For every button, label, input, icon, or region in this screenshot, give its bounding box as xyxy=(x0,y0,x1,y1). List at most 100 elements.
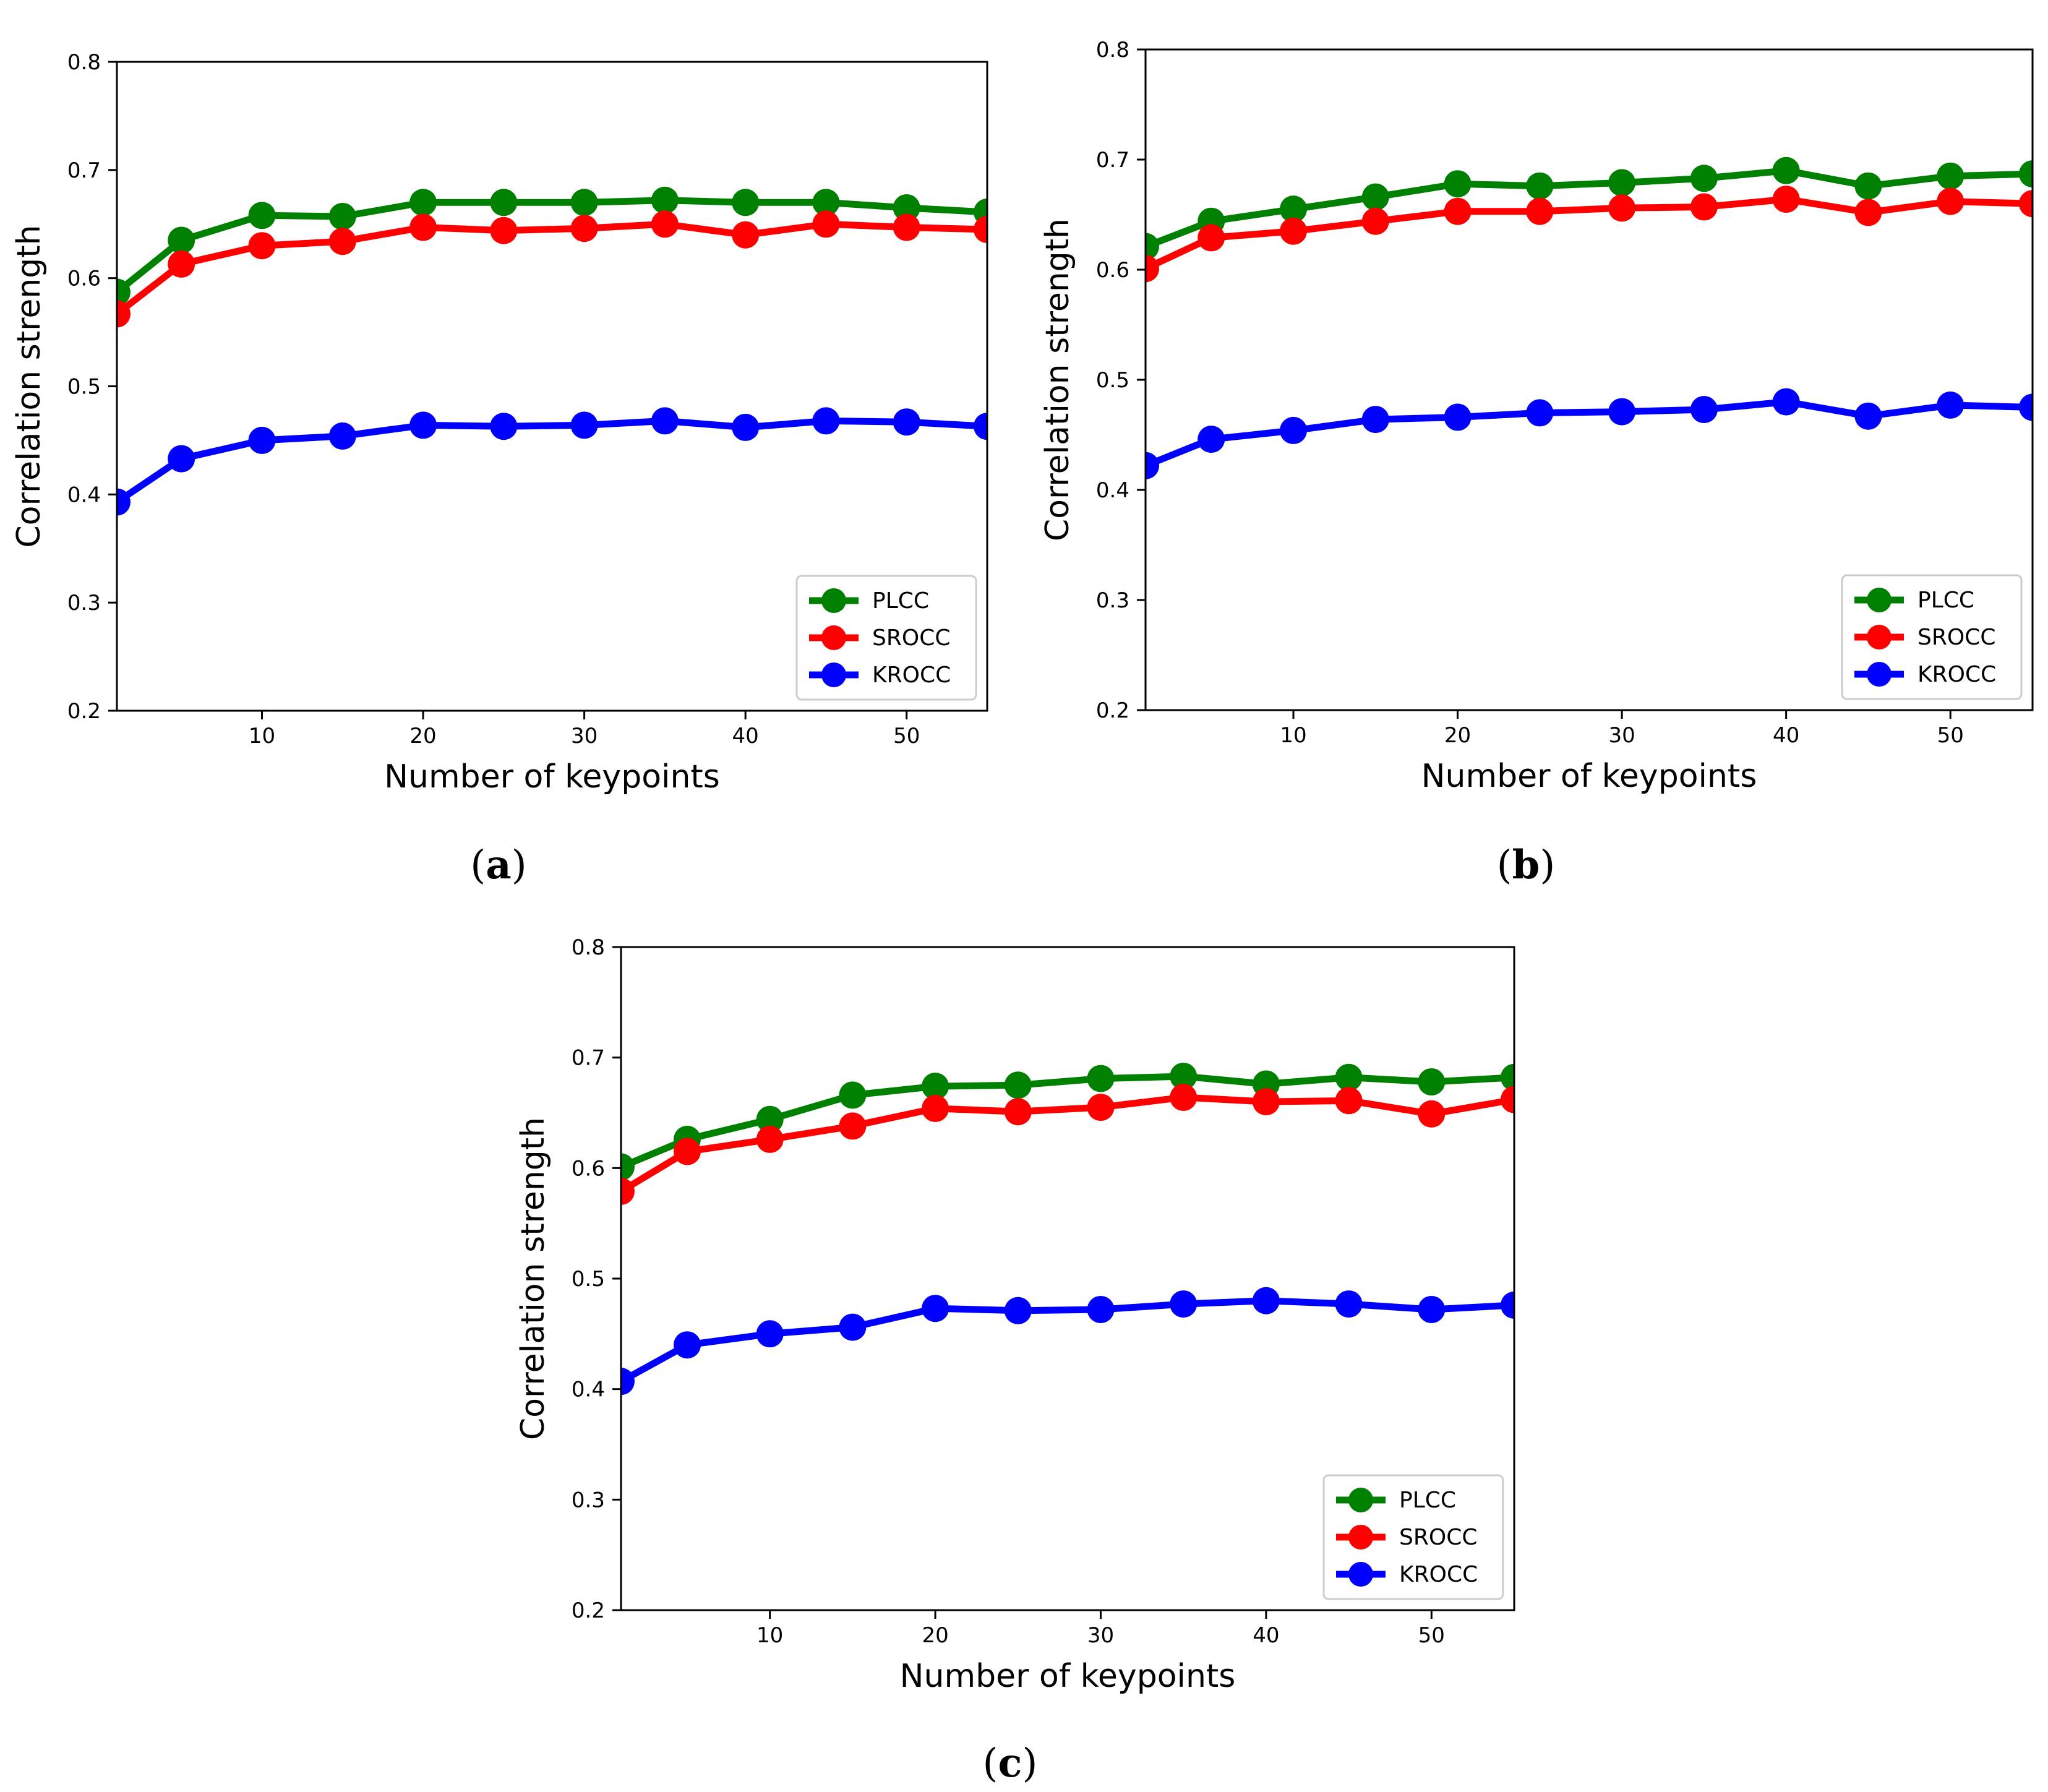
panel-a-chart: 0.2 0.3 0.4 0.5 0.6 0.7 0.8 10 20 30 40 50 Number of… xyxy=(11,50,988,795)
panel-a-srocc-point-10 xyxy=(812,210,840,238)
panel-a-plcc-point-3 xyxy=(248,202,276,229)
panel-b-xtick-label-4: 40 xyxy=(1773,723,1799,748)
panel-b-plcc-point-10 xyxy=(1854,172,1882,200)
panel-b-xtick-label-3: 30 xyxy=(1608,723,1635,748)
panel-b-legend-krocc-marker xyxy=(1867,662,1892,687)
panel-a-krocc-point-9 xyxy=(732,413,760,441)
panel-b-srocc-point-12 xyxy=(2019,190,2033,218)
panel-c-series-group xyxy=(621,1063,1514,1395)
panel-b-ytick-label-6: 0.7 xyxy=(1096,148,1129,173)
panel-b-plcc-point-8 xyxy=(1690,165,1718,192)
panel-a-plcc-point-2 xyxy=(168,226,195,254)
panel-a-krocc-point-2 xyxy=(168,445,195,473)
panel-c-krocc-point-9 xyxy=(1252,1287,1280,1314)
panel-c-caption: (c) xyxy=(983,1740,1038,1786)
panel-b-plcc-point-1 xyxy=(1146,233,1159,260)
panel-a-krocc-point-6 xyxy=(490,413,518,440)
panel-b-ytick-label-1: 0.2 xyxy=(1096,698,1129,723)
panel-b-krocc-point-4 xyxy=(1361,406,1389,434)
panel-c-legend-plcc-marker xyxy=(1348,1488,1373,1512)
panel-a-legend-srocc-label: SROCC xyxy=(872,625,950,651)
panel-a-series-group xyxy=(117,186,987,516)
panel-c-plcc-point-12 xyxy=(1501,1063,1514,1091)
panel-c-plcc-point-10 xyxy=(1335,1063,1363,1091)
panel-c-legend: PLCC SROCC KROCC xyxy=(1322,1474,1504,1600)
panel-b-chart: 0.2 0.3 0.4 0.5 0.6 0.7 0.8 10 20 30 40 50 Number of… xyxy=(1039,38,2034,795)
panel-c-ytick-label-1: 0.2 xyxy=(572,1598,605,1623)
panel-c-xtick-label-4: 40 xyxy=(1253,1623,1279,1648)
panel-b-srocc-point-7 xyxy=(1608,194,1636,222)
panel-b-plcc-point-7 xyxy=(1608,169,1636,197)
panel-b-krocc-point-12 xyxy=(2019,393,2033,421)
panel-a-ytick-label-4: 0.5 xyxy=(67,375,101,400)
panel-b-plcc-point-11 xyxy=(1937,162,1964,190)
panel-c-srocc-point-6 xyxy=(1004,1098,1032,1126)
panel-c-krocc-point-2 xyxy=(674,1331,701,1359)
panel-a-ytick-label-6: 0.7 xyxy=(67,158,101,183)
panel-a-krocc-point-1 xyxy=(117,488,131,516)
panel-b-srocc-point-9 xyxy=(1772,186,1800,213)
panel-c-srocc-point-7 xyxy=(1087,1094,1115,1121)
panel-c-plcc-point-1 xyxy=(621,1153,635,1181)
panel-a-krocc-point-3 xyxy=(248,426,276,454)
panel-b-xtick-label-2: 20 xyxy=(1444,723,1471,748)
panel-b-xtick-label-1: 10 xyxy=(1280,723,1306,748)
panel-a-xtick-label-5: 50 xyxy=(893,724,920,748)
panel-c-srocc-point-4 xyxy=(839,1112,867,1140)
panel-a-srocc-point-2 xyxy=(168,250,195,278)
panel-c-srocc-point-3 xyxy=(756,1125,784,1153)
panel-c-krocc-point-1 xyxy=(621,1368,635,1395)
panel-a-krocc-point-7 xyxy=(570,411,598,439)
panel-c-plcc-point-4 xyxy=(839,1081,867,1109)
panel-c-plcc-point-11 xyxy=(1418,1068,1446,1095)
panel-a-krocc-point-5 xyxy=(409,411,437,439)
panel-b-x-axis-label: Number of keypoints xyxy=(1421,758,1757,795)
panel-c-plcc-point-7 xyxy=(1087,1065,1115,1092)
panel-a-plcc-point-7 xyxy=(570,189,598,216)
panel-b-srocc-point-2 xyxy=(1198,224,1225,252)
panel-b-srocc-line xyxy=(1146,195,2033,272)
panel-b-ytick-label-4: 0.5 xyxy=(1096,368,1129,393)
panel-c-krocc-point-10 xyxy=(1335,1290,1363,1318)
panel-a-krocc-point-10 xyxy=(812,407,840,435)
panel-b-krocc-line xyxy=(1146,398,2033,469)
panel-a-x-axis-label: Number of keypoints xyxy=(384,758,720,795)
panel-c-plcc-point-8 xyxy=(1170,1063,1198,1090)
panel-a-srocc-point-4 xyxy=(328,228,356,255)
panel-b-plcc-point-4 xyxy=(1361,183,1389,211)
panel-a-plcc-point-10 xyxy=(812,189,840,216)
panel-c-xtick-label-1: 10 xyxy=(756,1623,783,1648)
panel-c-krocc-line xyxy=(621,1297,1514,1385)
panel-a-legend-krocc-marker xyxy=(821,662,846,687)
panel-b-srocc-point-3 xyxy=(1280,217,1307,245)
panel-b-ytick-label-5: 0.6 xyxy=(1096,258,1129,283)
panel-b-plcc-point-6 xyxy=(1526,172,1554,200)
panel-c-ytick-label-2: 0.3 xyxy=(572,1488,605,1512)
panel-a-legend-plcc-label: PLCC xyxy=(872,588,929,614)
panel-b-srocc-point-4 xyxy=(1361,207,1389,235)
panel-b-xtick-label-5: 50 xyxy=(1937,723,1964,748)
panel-c-xtick-label-3: 30 xyxy=(1087,1623,1114,1648)
panel-c-legend-srocc-label: SROCC xyxy=(1399,1525,1477,1550)
panel-a-srocc-point-6 xyxy=(490,216,518,244)
panel-b-caption: (b) xyxy=(1497,842,1556,888)
panel-b-srocc-point-10 xyxy=(1854,199,1882,226)
panel-a-ytick-label-5: 0.6 xyxy=(67,267,101,291)
panel-c-krocc-point-7 xyxy=(1087,1296,1115,1323)
panel-c-ytick-label-5: 0.6 xyxy=(572,1156,605,1181)
panel-b-legend-plcc-label: PLCC xyxy=(1917,588,1974,613)
panel-b-srocc-point-1 xyxy=(1146,255,1159,283)
panel-c-krocc-point-5 xyxy=(922,1295,949,1323)
panel-a-krocc-point-4 xyxy=(328,422,356,450)
panel-c-srocc-point-2 xyxy=(674,1138,701,1165)
panel-a-legend-plcc-marker xyxy=(821,588,846,613)
panel-b-srocc-point-5 xyxy=(1444,197,1472,225)
panel-b-legend-srocc-label: SROCC xyxy=(1917,625,1995,650)
panel-a-ytick-label-7: 0.8 xyxy=(67,50,101,75)
panel-b-y-axis-label: Correlation strength xyxy=(1039,218,1076,541)
panel-b-ytick-label-7: 0.8 xyxy=(1096,38,1129,62)
panel-a-ytick-label-3: 0.4 xyxy=(67,482,101,507)
panel-c-srocc-point-1 xyxy=(621,1177,635,1205)
panel-b-plcc-point-12 xyxy=(2019,160,2033,188)
